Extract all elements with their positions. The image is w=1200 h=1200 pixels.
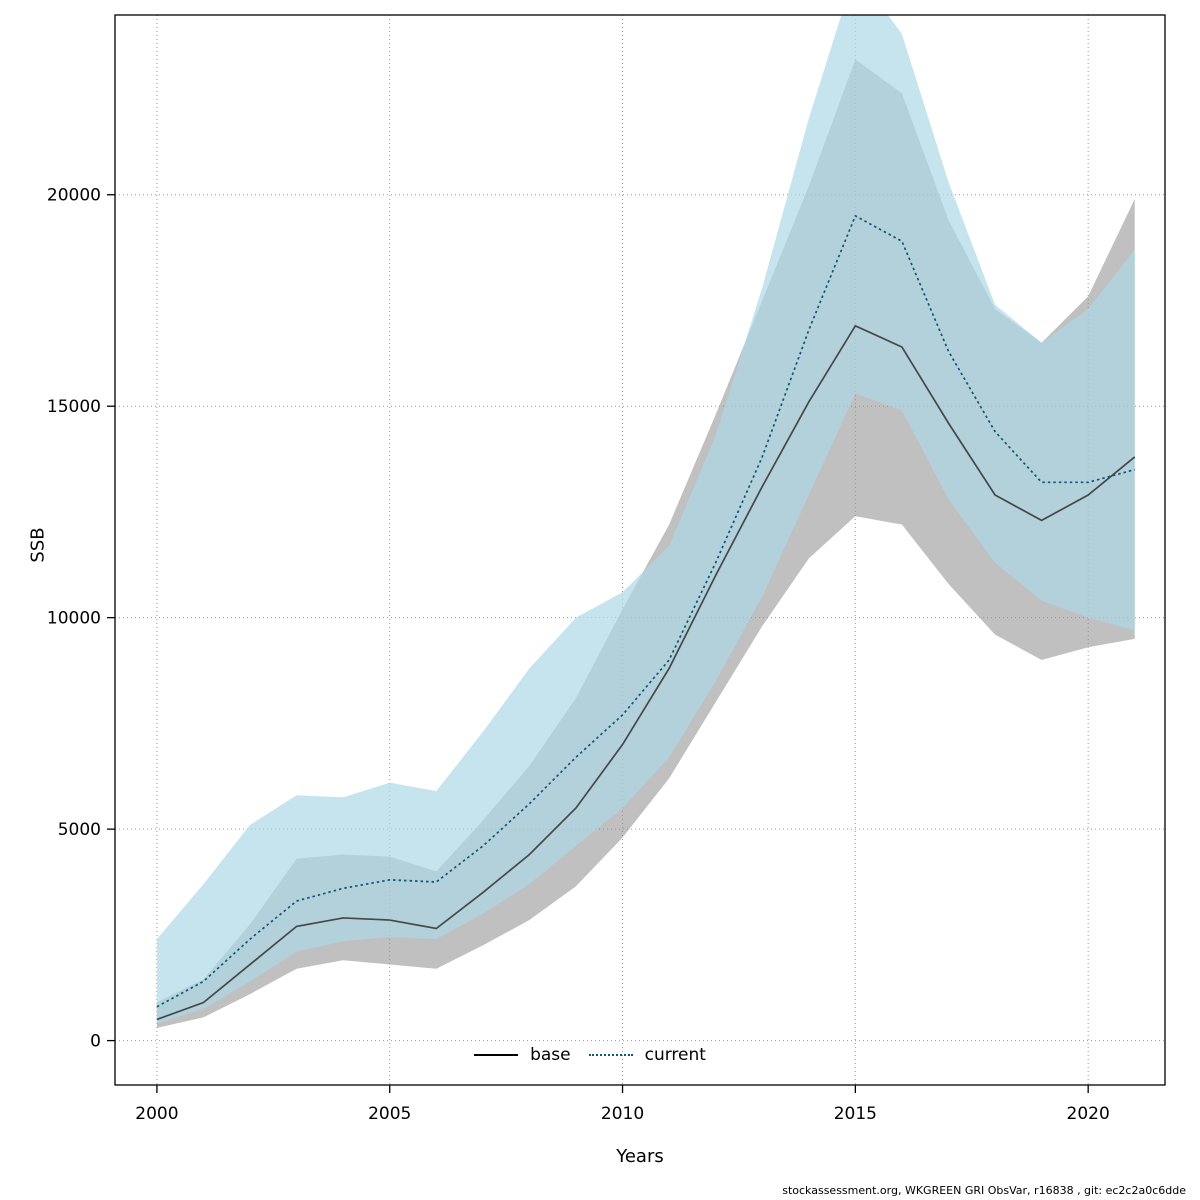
x-axis-label: Years [616, 1146, 664, 1167]
footer-credit: stockassessment.org, WKGREEN GRI ObsVar,… [782, 1184, 1186, 1197]
x-tick-label-2015: 2015 [834, 1104, 877, 1124]
current-line [156, 214, 1135, 1008]
legend-label-current: current [644, 1045, 706, 1065]
legend: base current [400, 1040, 780, 1070]
y-axis-label: SSB [27, 527, 49, 563]
current-confidence-band [156, 15, 1135, 1024]
current-line-sample [588, 1054, 633, 1056]
base-line-sample [474, 1054, 519, 1056]
y-tick-label-10000: 10000 [47, 609, 101, 629]
x-tick-label-2020: 2020 [1067, 1104, 1110, 1124]
legend-label-base: base [530, 1045, 571, 1065]
x-tick-label-2005: 2005 [368, 1104, 411, 1124]
plot-border [114, 14, 1166, 1086]
x-tick-label-2000: 2000 [135, 1104, 178, 1124]
y-tick-label-20000: 20000 [47, 186, 101, 206]
y-tick-label-5000: 5000 [58, 820, 101, 840]
y-tick-label-0: 0 [90, 1032, 101, 1052]
x-tick-label-2010: 2010 [601, 1104, 644, 1124]
base-line [156, 324, 1136, 1021]
y-tick-label-15000: 15000 [47, 397, 101, 417]
